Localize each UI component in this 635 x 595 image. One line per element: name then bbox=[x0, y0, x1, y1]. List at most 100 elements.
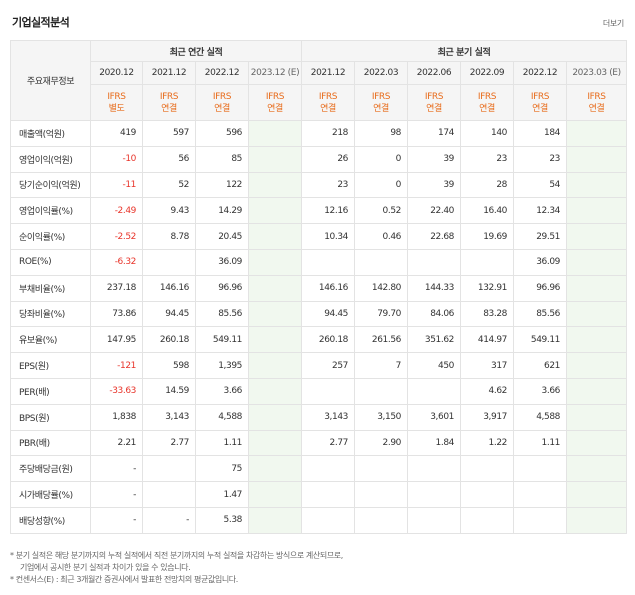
annual-value-cell: 549.11 bbox=[195, 326, 249, 354]
row-label: 영업이익(억원) bbox=[10, 145, 91, 173]
quarter-value-cell: 22.40 bbox=[407, 197, 461, 225]
period-header-annual: 2021.12 bbox=[142, 61, 196, 85]
annual-value-cell: 2.21 bbox=[90, 429, 143, 457]
period-header-quarter: 2021.12 bbox=[301, 61, 355, 85]
annual-value-cell: 2.77 bbox=[142, 429, 196, 457]
row-label: PER(배) bbox=[10, 377, 91, 405]
table-row: 당좌비율(%) 73.86 94.45 85.56 94.45 79.70 84.06 83.… bbox=[10, 300, 628, 328]
ifrs-standard: IFRS bbox=[265, 91, 285, 102]
quarter-value-cell: 260.18 bbox=[301, 326, 355, 354]
annual-value-cell: - bbox=[90, 481, 143, 508]
quarter-value-cell: 3,601 bbox=[407, 403, 461, 431]
ifrs-standard: IFRS bbox=[107, 91, 126, 102]
quarter-value-cell: 79.70 bbox=[354, 300, 408, 328]
quarter-value-cell bbox=[354, 248, 408, 276]
row-label: 시가배당률(%) bbox=[10, 481, 91, 508]
quarter-value-cell: 184 bbox=[513, 120, 567, 147]
annual-value-cell: - bbox=[90, 506, 143, 534]
quarter-value-cell: 19.69 bbox=[460, 223, 514, 250]
quarter-value-cell bbox=[565, 377, 628, 405]
quarter-value-cell bbox=[460, 248, 514, 276]
group-quarter-header: 최근 분기 실적 bbox=[300, 40, 628, 62]
annual-value-cell: 75 bbox=[195, 455, 249, 483]
more-link[interactable]: 더보기 bbox=[602, 19, 624, 28]
quarter-value-cell: 140 bbox=[460, 120, 514, 147]
annual-value-cell bbox=[248, 403, 302, 431]
annual-value-cell: 73.86 bbox=[90, 300, 143, 328]
quarter-value-cell bbox=[565, 455, 628, 483]
annual-value-cell bbox=[142, 481, 196, 508]
quarter-value-cell bbox=[565, 481, 628, 508]
annual-value-cell: 4,588 bbox=[195, 403, 249, 431]
quarter-value-cell: 94.45 bbox=[301, 300, 355, 328]
table-row: 순이익률(%) -2.52 8.78 20.45 10.34 0.46 22.68 19.69… bbox=[10, 223, 628, 250]
table-row: 주당배당금(원) - 75 bbox=[10, 455, 628, 483]
quarter-value-cell: 0.46 bbox=[354, 223, 408, 250]
annual-value-cell bbox=[142, 455, 196, 483]
quarter-value-cell: 12.16 bbox=[301, 197, 355, 225]
quarter-value-cell bbox=[354, 481, 408, 508]
annual-value-cell: 237.18 bbox=[90, 274, 143, 302]
quarter-value-cell bbox=[565, 429, 628, 457]
ifrs-scope: 연결 bbox=[161, 103, 177, 114]
row-label: 순이익률(%) bbox=[10, 223, 91, 250]
quarter-value-cell: 2.90 bbox=[354, 429, 408, 457]
period-header-annual: 2023.12 (E) bbox=[248, 61, 302, 85]
ifrs-label: IFRS 연결 bbox=[301, 84, 355, 121]
period-header-annual: 2020.12 bbox=[90, 61, 143, 85]
annual-value-cell bbox=[248, 223, 302, 250]
quarter-value-cell bbox=[460, 455, 514, 483]
row-label: ROE(%) bbox=[10, 248, 91, 276]
annual-value-cell: -2.49 bbox=[90, 197, 143, 225]
table-row: 유보율(%) 147.95 260.18 549.11 260.18 261.56 351.… bbox=[10, 326, 628, 354]
quarter-value-cell: 414.97 bbox=[460, 326, 514, 354]
annual-value-cell: -6.32 bbox=[90, 248, 143, 276]
quarter-value-cell: 261.56 bbox=[354, 326, 408, 354]
ifrs-label: IFRS 연결 bbox=[565, 84, 628, 121]
quarter-value-cell bbox=[407, 248, 461, 276]
quarter-value-cell bbox=[301, 248, 355, 276]
quarter-value-cell: 84.06 bbox=[407, 300, 461, 328]
quarter-value-cell bbox=[565, 197, 628, 225]
row-label: 주당배당금(원) bbox=[10, 455, 91, 483]
ifrs-label: IFRS 연결 bbox=[142, 84, 196, 121]
annual-value-cell: 1,838 bbox=[90, 403, 143, 431]
annual-value-cell: -10 bbox=[90, 145, 143, 173]
table-row: 당기순이익(억원) -11 52 122 23 0 39 28 54 bbox=[10, 171, 628, 199]
ifrs-scope: 연결 bbox=[214, 103, 230, 114]
table-row: 부채비율(%) 237.18 146.16 96.96 146.16 142.80 144.… bbox=[10, 274, 628, 302]
annual-value-cell: -11 bbox=[90, 171, 143, 199]
ifrs-standard: IFRS bbox=[318, 91, 338, 102]
table-row: ROE(%) -6.32 36.09 36.09 bbox=[10, 248, 628, 276]
ifrs-standard: IFRS bbox=[212, 91, 232, 102]
quarter-value-cell bbox=[565, 120, 628, 147]
annual-value-cell: 3.66 bbox=[195, 377, 249, 405]
table-row: 배당성향(%) - -5.38 bbox=[10, 506, 628, 534]
quarter-value-cell: 1.11 bbox=[513, 429, 567, 457]
quarter-value-cell: 10.34 bbox=[301, 223, 355, 250]
annual-value-cell: 14.59 bbox=[142, 377, 196, 405]
annual-value-cell: -33.63 bbox=[90, 377, 143, 405]
quarter-value-cell: 549.11 bbox=[513, 326, 567, 354]
ifrs-label: IFRS 연결 bbox=[407, 84, 461, 121]
table-row: 영업이익률(%) -2.49 9.43 14.29 12.16 0.52 22.40 16.4… bbox=[10, 197, 628, 225]
quarter-value-cell bbox=[354, 377, 408, 405]
annual-value-cell: 9.43 bbox=[142, 197, 196, 225]
annual-value-cell: - bbox=[142, 506, 196, 534]
table-row: PER(배) -33.63 14.59 3.66 4.62 3.66 bbox=[10, 377, 628, 405]
quarter-value-cell: 218 bbox=[301, 120, 355, 147]
financial-summary-table: 주요재무정보 최근 연간 실적 최근 분기 실적 2020.12 2021.12 2… bbox=[10, 40, 628, 534]
quarter-value-cell bbox=[565, 352, 628, 379]
quarter-value-cell: 142.80 bbox=[354, 274, 408, 302]
annual-value-cell: 146.16 bbox=[142, 274, 196, 302]
section-header: 기업실적분석 더보기 bbox=[10, 12, 626, 34]
quarter-value-cell: 28 bbox=[460, 171, 514, 199]
annual-value-cell bbox=[248, 248, 302, 276]
quarter-value-cell: 1.22 bbox=[460, 429, 514, 457]
quarter-value-cell bbox=[301, 455, 355, 483]
period-header-quarter: 2022.06 bbox=[407, 61, 461, 85]
quarter-value-cell: 2.77 bbox=[301, 429, 355, 457]
annual-value-cell: - bbox=[90, 455, 143, 483]
annual-value-cell: 94.45 bbox=[142, 300, 196, 328]
annual-value-cell: 14.29 bbox=[195, 197, 249, 225]
